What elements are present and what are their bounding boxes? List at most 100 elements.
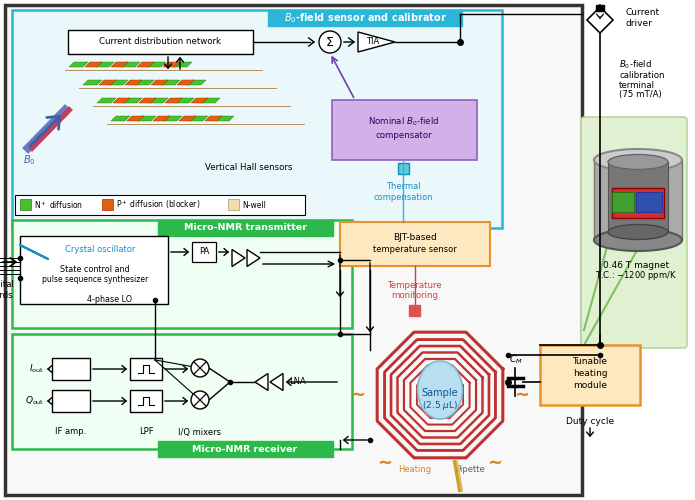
Polygon shape (109, 80, 128, 85)
Polygon shape (137, 116, 156, 121)
Text: Micro-NMR receiver: Micro-NMR receiver (193, 444, 297, 454)
Text: 0.46 T magnet: 0.46 T magnet (603, 260, 669, 270)
Text: module: module (573, 382, 607, 390)
Polygon shape (99, 80, 116, 85)
Text: N-well: N-well (242, 200, 266, 209)
Text: Sample: Sample (422, 388, 458, 398)
Bar (398, 163, 409, 174)
Bar (332, 100, 477, 160)
Text: Digital
words: Digital words (0, 280, 14, 299)
Polygon shape (163, 116, 182, 121)
Ellipse shape (418, 361, 462, 419)
Ellipse shape (608, 224, 668, 240)
Text: $B_0$: $B_0$ (23, 153, 35, 167)
Polygon shape (205, 116, 222, 121)
Polygon shape (175, 98, 194, 103)
Polygon shape (97, 98, 116, 103)
Text: $I_\mathrm{out}$: $I_\mathrm{out}$ (29, 363, 44, 375)
Bar (52, 358, 90, 380)
Bar (409, 305, 420, 316)
Bar (268, 10, 462, 26)
Text: heating: heating (573, 370, 607, 378)
Polygon shape (151, 80, 168, 85)
Text: TIA: TIA (366, 38, 379, 46)
Polygon shape (95, 62, 114, 67)
Bar (12, 10, 502, 228)
Bar (228, 199, 239, 210)
Polygon shape (111, 62, 128, 67)
Text: $B_0$-field: $B_0$-field (619, 58, 652, 71)
Text: terminal: terminal (619, 80, 655, 90)
Text: $Q_\mathrm{out}$: $Q_\mathrm{out}$ (24, 395, 44, 407)
Text: State control and: State control and (60, 266, 130, 274)
Bar (158, 220, 333, 236)
Text: Tunable: Tunable (573, 358, 607, 366)
Text: LNA: LNA (290, 378, 306, 386)
Bar (596, 5, 604, 11)
Polygon shape (85, 62, 102, 67)
FancyBboxPatch shape (581, 117, 687, 348)
Bar (340, 222, 490, 266)
Polygon shape (123, 98, 142, 103)
Bar (130, 358, 162, 380)
Bar (20, 236, 168, 304)
Bar (192, 242, 216, 262)
Text: ~: ~ (350, 386, 366, 404)
Polygon shape (587, 7, 613, 33)
Text: Pipette: Pipette (455, 466, 485, 474)
Ellipse shape (608, 154, 668, 170)
Text: LPF: LPF (139, 428, 154, 436)
Polygon shape (153, 116, 170, 121)
Polygon shape (215, 116, 234, 121)
Bar (594, 160, 682, 240)
Polygon shape (187, 80, 206, 85)
Ellipse shape (594, 229, 682, 251)
Bar (20, 199, 31, 210)
Text: Micro-NMR transmitter: Micro-NMR transmitter (183, 224, 306, 232)
Text: Crystal oscillator: Crystal oscillator (65, 246, 136, 254)
Circle shape (191, 391, 209, 409)
Bar (12, 220, 352, 328)
Polygon shape (270, 374, 283, 390)
Text: PA: PA (199, 248, 209, 256)
Polygon shape (149, 98, 168, 103)
Polygon shape (139, 98, 156, 103)
Text: monitoring: monitoring (391, 290, 439, 300)
Ellipse shape (594, 149, 682, 171)
Polygon shape (161, 80, 180, 85)
Polygon shape (163, 62, 180, 67)
Text: pulse sequence synthesizer: pulse sequence synthesizer (42, 276, 148, 284)
Polygon shape (255, 374, 268, 390)
Polygon shape (165, 98, 182, 103)
Text: $\Sigma$: $\Sigma$ (325, 36, 334, 49)
Polygon shape (189, 116, 208, 121)
Circle shape (191, 359, 209, 377)
Text: temperature sensor: temperature sensor (373, 246, 457, 254)
Text: Temperature: Temperature (388, 280, 442, 289)
Bar (130, 390, 162, 412)
Text: (75 mT/A): (75 mT/A) (619, 90, 662, 100)
Polygon shape (135, 80, 154, 85)
Polygon shape (137, 62, 154, 67)
Bar (102, 199, 113, 210)
Text: Thermal
compensation: Thermal compensation (373, 182, 433, 202)
Circle shape (319, 31, 341, 53)
Polygon shape (113, 98, 130, 103)
Polygon shape (127, 116, 144, 121)
Bar (158, 441, 333, 457)
Text: Current distribution network: Current distribution network (99, 38, 221, 46)
Text: $C_M$: $C_M$ (509, 354, 523, 366)
Bar (68, 30, 253, 54)
Bar (612, 192, 634, 212)
Polygon shape (173, 62, 192, 67)
Polygon shape (201, 98, 220, 103)
Bar (5, 5, 582, 495)
Polygon shape (121, 62, 140, 67)
Bar (15, 195, 305, 215)
Polygon shape (358, 32, 395, 52)
Polygon shape (111, 116, 130, 121)
Text: BJT-based: BJT-based (393, 232, 437, 241)
Text: T.C.: $-$1200 ppm/K: T.C.: $-$1200 ppm/K (595, 270, 677, 282)
Text: ~: ~ (487, 454, 502, 472)
Polygon shape (69, 62, 88, 67)
